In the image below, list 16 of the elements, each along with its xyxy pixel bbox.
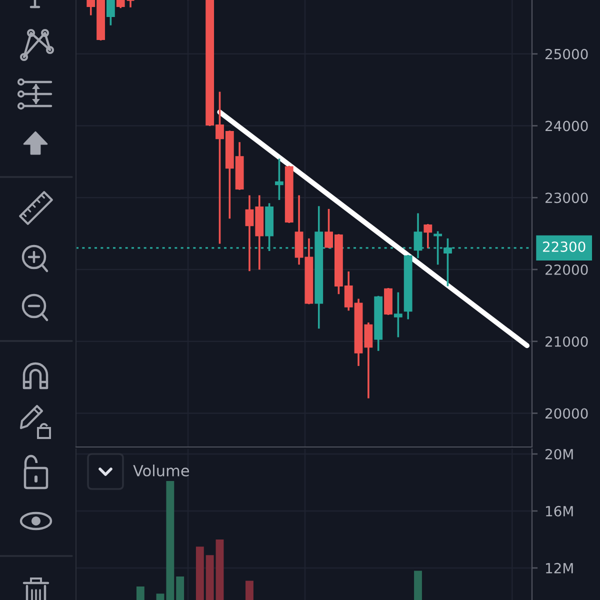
text: Volume <box>133 464 190 476</box>
candlestick <box>275 158 284 200</box>
y-tick-label: 23000 <box>546 192 588 204</box>
candlestick <box>106 0 115 26</box>
candlestick <box>126 0 136 8</box>
candlestick <box>424 224 432 248</box>
y-tick-label: 22000 <box>546 264 588 275</box>
y-tick-label: 21000 <box>546 336 588 347</box>
y-tick-label: 12M <box>546 562 573 574</box>
y-tick-label: 24000 <box>546 120 588 132</box>
y-tick-label: 20000 <box>546 408 588 419</box>
y-tick-label: 16M <box>546 506 573 516</box>
y-tick-label: 25000 <box>546 48 588 60</box>
candlestick <box>394 292 402 338</box>
ref-line-label: 22300 <box>543 241 586 252</box>
y-tick-label: 20M <box>546 448 573 460</box>
